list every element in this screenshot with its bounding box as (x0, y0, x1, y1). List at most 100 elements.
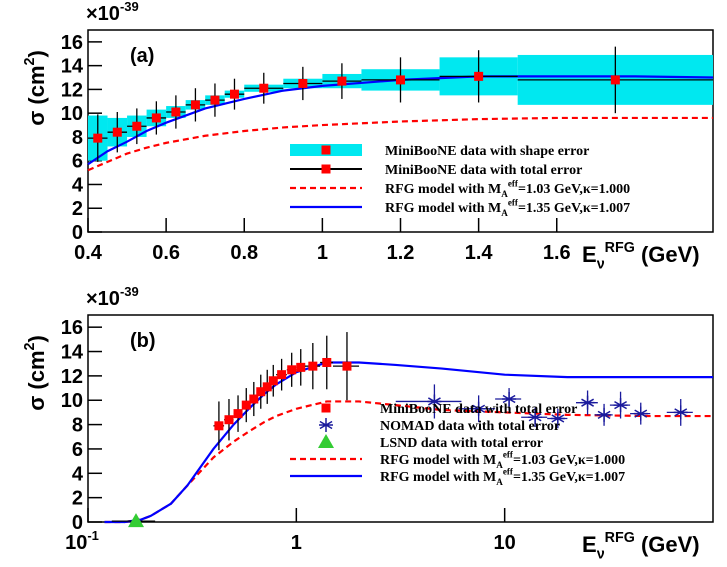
legend-label-part: NOMAD data with total error (380, 419, 560, 434)
y-axis-label-part: ) (24, 50, 49, 57)
y-tick-label: 12 (61, 79, 83, 101)
legend-label-part: eff (503, 450, 514, 460)
y-axis-label-part: σ (cm (24, 350, 49, 410)
marker (233, 409, 243, 419)
legend-label: RFG model with MAeff=1.03 GeV,κ=1.000 (385, 179, 630, 200)
x-axis-label-part: RFG (605, 530, 635, 546)
y-tick-label: 2 (72, 198, 83, 220)
legend-label-part: A (496, 477, 503, 487)
marker (580, 395, 595, 410)
marker (610, 75, 620, 85)
legend-label: MiniBooNE data with total error (385, 163, 582, 178)
x-axis-label-part: ν (597, 547, 605, 563)
y-tick-label: 2 (72, 488, 83, 510)
panel-label: (b) (130, 330, 156, 352)
marker (321, 164, 331, 174)
x-tick-label: 0.8 (230, 242, 258, 264)
x-tick-label: 1 (317, 242, 328, 264)
marker (256, 387, 266, 397)
legend-label-part: A (501, 189, 508, 199)
x-tick-label: 1 (291, 532, 302, 554)
x-axis-label-part: (GeV) (635, 242, 700, 267)
axis-multiplier: ×10-39 (86, 284, 139, 310)
marker (93, 133, 103, 143)
x-axis-label-part: E (582, 532, 597, 557)
marker (597, 407, 612, 422)
legend-label-part: =1.35 GeV,κ=1.007 (513, 470, 625, 485)
marker (229, 89, 239, 99)
x-tick-label: 10-1 (65, 528, 99, 554)
legend-label-part: =1.35 GeV,κ=1.007 (518, 201, 630, 216)
marker (259, 83, 269, 93)
x-tick-label: 1.6 (543, 242, 571, 264)
x-tick-label-part: -1 (87, 528, 99, 543)
marker (319, 418, 333, 432)
legend-label-part: RFG model with M (380, 470, 496, 485)
marker (112, 127, 122, 137)
y-axis-label-part: 2 (22, 57, 38, 65)
marker (342, 361, 352, 371)
y-tick-label: 14 (61, 342, 84, 364)
axis-multiplier: ×10-39 (86, 0, 139, 25)
legend-label-part: =1.03 GeV,κ=1.000 (513, 453, 625, 468)
model-curve (87, 116, 713, 172)
marker (132, 121, 142, 131)
legend-label-part: =1.03 GeV,κ=1.000 (518, 182, 630, 197)
marker (471, 401, 486, 416)
legend-label-part: MiniBooNE data with total error (380, 402, 577, 417)
axis-multiplier-part: -39 (120, 284, 139, 299)
axis-multiplier-part: ×10 (86, 3, 120, 25)
x-axis-label-part: (GeV) (635, 532, 700, 557)
marker (673, 405, 688, 420)
y-tick-label: 8 (72, 127, 83, 149)
legend-label: MiniBooNE data with total error (380, 402, 577, 417)
legend-label: MiniBooNE data with shape error (385, 144, 589, 159)
legend-label-part: eff (508, 179, 519, 189)
marker (322, 357, 332, 367)
y-tick-label: 0 (72, 222, 83, 244)
marker (308, 361, 318, 371)
legend-label-part: LSND data with total error (380, 436, 543, 451)
legend-label-part: RFG model with M (385, 201, 501, 216)
y-axis-label: σ (cm2) (22, 335, 49, 411)
marker (296, 362, 306, 372)
legend-label: NOMAD data with total error (380, 419, 560, 434)
y-tick-label: 10 (61, 103, 83, 125)
y-tick-label: 16 (61, 317, 83, 339)
marker (396, 75, 405, 85)
x-tick-label: 1.2 (387, 242, 415, 264)
y-tick-label: 4 (72, 174, 84, 196)
panel-label: (a) (130, 45, 154, 67)
marker (474, 71, 484, 81)
marker (241, 400, 251, 410)
marker (337, 76, 347, 86)
marker (298, 78, 308, 88)
x-axis-label-part: ν (597, 257, 605, 273)
marker (321, 403, 331, 413)
marker (633, 406, 648, 421)
marker (128, 513, 145, 528)
legend-label-part: MiniBooNE data with shape error (385, 144, 589, 159)
x-axis-label: EνRFG (GeV) (582, 240, 700, 273)
marker (277, 370, 287, 380)
y-axis-label-part: σ (cm (24, 65, 49, 125)
legend-label: RFG model with MAeff=1.35 GeV,κ=1.007 (380, 467, 625, 488)
legend-label-part: RFG model with M (385, 182, 501, 197)
x-tick-label: 0.6 (152, 242, 180, 264)
axis-multiplier-part: ×10 (86, 288, 120, 310)
x-tick-label: 10 (494, 532, 516, 554)
marker (190, 100, 200, 110)
axis-multiplier-part: -39 (120, 0, 139, 14)
x-tick-label-part: 10 (65, 532, 87, 554)
marker (502, 392, 517, 407)
y-tick-label: 16 (61, 32, 83, 54)
marker (550, 411, 565, 426)
legend-label: LSND data with total error (380, 436, 543, 451)
marker (210, 95, 220, 105)
x-axis-label-part: E (582, 242, 597, 267)
y-axis-label-part: ) (24, 335, 49, 342)
marker (528, 410, 543, 425)
y-tick-label: 8 (72, 415, 83, 437)
legend-label: RFG model with MAeff=1.03 GeV,κ=1.000 (380, 450, 625, 471)
